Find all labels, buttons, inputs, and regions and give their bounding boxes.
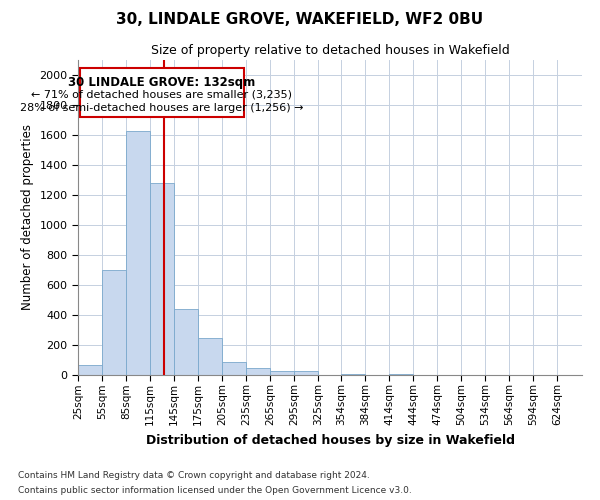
X-axis label: Distribution of detached houses by size in Wakefield: Distribution of detached houses by size … bbox=[146, 434, 515, 447]
Bar bbox=[222, 362, 246, 375]
Bar bbox=[78, 365, 102, 375]
FancyBboxPatch shape bbox=[80, 68, 244, 117]
Bar bbox=[198, 338, 222, 375]
Bar bbox=[174, 309, 198, 375]
Bar bbox=[102, 270, 126, 375]
Bar bbox=[150, 183, 174, 375]
Y-axis label: Number of detached properties: Number of detached properties bbox=[21, 124, 34, 310]
Bar bbox=[389, 374, 413, 375]
Text: 30 LINDALE GROVE: 132sqm: 30 LINDALE GROVE: 132sqm bbox=[68, 76, 255, 89]
Text: 28% of semi-detached houses are larger (1,256) →: 28% of semi-detached houses are larger (… bbox=[20, 103, 304, 113]
Bar bbox=[294, 371, 318, 375]
Text: Contains public sector information licensed under the Open Government Licence v3: Contains public sector information licen… bbox=[18, 486, 412, 495]
Bar bbox=[270, 371, 294, 375]
Text: Contains HM Land Registry data © Crown copyright and database right 2024.: Contains HM Land Registry data © Crown c… bbox=[18, 471, 370, 480]
Title: Size of property relative to detached houses in Wakefield: Size of property relative to detached ho… bbox=[151, 44, 509, 58]
Bar bbox=[126, 130, 150, 375]
Text: 30, LINDALE GROVE, WAKEFIELD, WF2 0BU: 30, LINDALE GROVE, WAKEFIELD, WF2 0BU bbox=[116, 12, 484, 28]
Bar bbox=[341, 374, 365, 375]
Bar bbox=[246, 368, 270, 375]
Text: ← 71% of detached houses are smaller (3,235): ← 71% of detached houses are smaller (3,… bbox=[31, 89, 292, 99]
